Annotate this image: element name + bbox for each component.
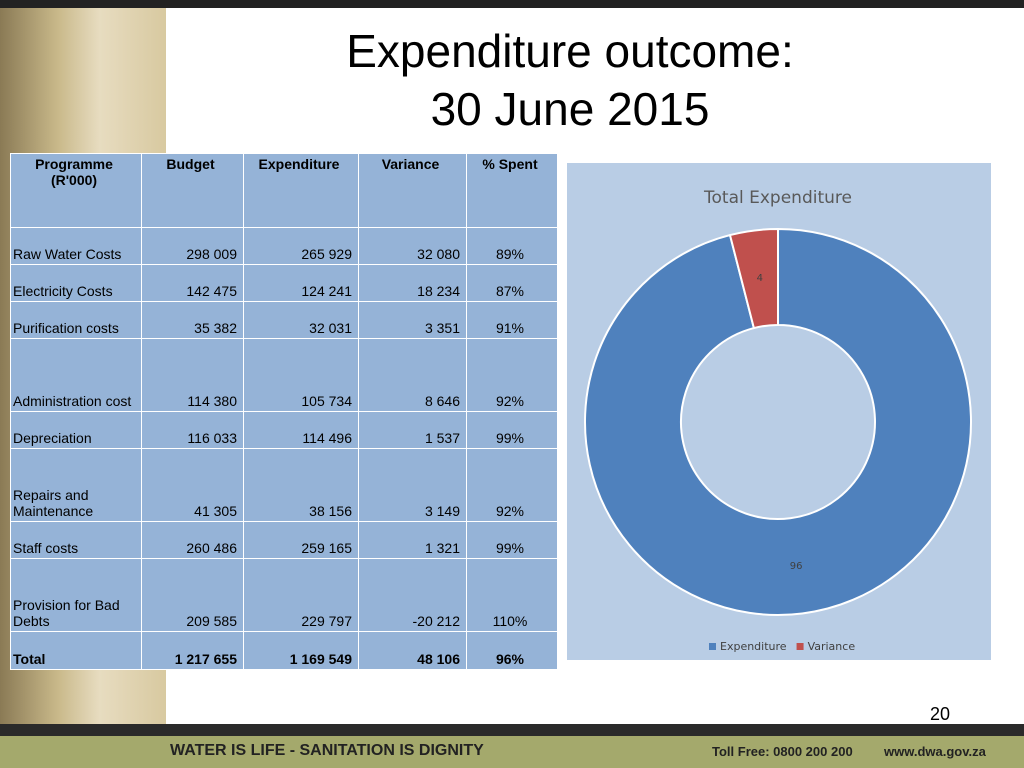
table-row: Purification costs 35 382 32 031 3 351 91% xyxy=(10,301,558,339)
table-row: Repairs and Maintenance 41 305 38 156 3 149… xyxy=(10,448,558,522)
table-cell: 114 380 xyxy=(141,338,244,412)
data-label: 4 xyxy=(757,273,763,284)
top-bar xyxy=(0,0,1024,8)
table-cell: % Spent xyxy=(466,153,558,228)
footer-toll-free: Toll Free: 0800 200 200 xyxy=(712,744,853,759)
table-cell: 8 646 xyxy=(358,338,467,412)
title-line: Expenditure outcome: xyxy=(346,25,794,77)
chart: Total Expenditure 96 4 Expenditure Variance xyxy=(567,163,991,660)
table-cell: 209 585 xyxy=(141,558,244,632)
table-row: Total 1 217 655 1 169 549 48 106 96% xyxy=(10,631,558,670)
chart-title: Total Expenditure xyxy=(703,188,852,208)
slide-title: Expenditure outcome: 30 June 2015 xyxy=(170,22,970,138)
table-cell: 89% xyxy=(466,227,558,265)
table-cell: Variance xyxy=(358,153,467,228)
footer-website: www.dwa.gov.za xyxy=(884,744,986,759)
table-cell: 142 475 xyxy=(141,264,244,302)
table-row: Depreciation 116 033 114 496 1 537 99% xyxy=(10,411,558,449)
table-cell: 3 351 xyxy=(358,301,467,339)
table-cell: 116 033 xyxy=(141,411,244,449)
table-cell: 99% xyxy=(466,521,558,559)
table-cell: 110% xyxy=(466,558,558,632)
table-cell: 32 080 xyxy=(358,227,467,265)
legend-label: Variance xyxy=(808,640,856,653)
legend-swatch xyxy=(796,643,804,650)
donut-slice xyxy=(584,227,972,616)
table-cell: 124 241 xyxy=(243,264,359,302)
table-row: Raw Water Costs 298 009 265 929 32 080 89% xyxy=(10,227,558,265)
page-number: 20 xyxy=(930,704,951,724)
table-cell: 91% xyxy=(466,301,558,339)
table-cell: 96% xyxy=(466,631,558,670)
footer: WATER IS LIFE - SANITATION IS DIGNITY To… xyxy=(0,736,1024,768)
table-cell: 48 106 xyxy=(358,631,467,670)
table-row: Staff costs 260 486 259 165 1 321 99% xyxy=(10,521,558,559)
table-cell: 87% xyxy=(466,264,558,302)
table-cell: 1 217 655 xyxy=(141,631,244,670)
table-cell: Budget xyxy=(141,153,244,228)
table-cell: Administration cost xyxy=(10,338,142,412)
table-row: Electricity Costs 142 475 124 241 18 234 87% xyxy=(10,264,558,302)
legend-label: Expenditure xyxy=(720,640,787,653)
expenditure-table: Programme (R'000) Budget Expenditure Varian… xyxy=(10,153,558,670)
table-cell: Depreciation xyxy=(10,411,142,449)
table-cell: Expenditure xyxy=(243,153,359,228)
table-cell: 35 382 xyxy=(141,301,244,339)
table-cell: 1 169 549 xyxy=(243,631,359,670)
table-cell: 38 156 xyxy=(243,448,359,522)
table-row: Administration cost 114 380 105 734 8 646 92… xyxy=(10,338,558,412)
table-cell: 1 321 xyxy=(358,521,467,559)
table-cell: Programme (R'000) xyxy=(10,153,142,228)
table-cell: Purification costs xyxy=(10,301,142,339)
footer-bar xyxy=(0,724,1024,736)
table-cell: 32 031 xyxy=(243,301,359,339)
table-cell: Staff costs xyxy=(10,521,142,559)
table-cell: Electricity Costs xyxy=(10,264,142,302)
table-cell: Raw Water Costs xyxy=(10,227,142,265)
table-cell: -20 212 xyxy=(358,558,467,632)
data-label: 96 xyxy=(790,561,803,572)
donut-slice xyxy=(728,227,779,330)
table-cell: 92% xyxy=(466,338,558,412)
table-cell: 3 149 xyxy=(358,448,467,522)
table-row: Provision for Bad Debts 209 585 229 797 -20… xyxy=(10,558,558,632)
table-cell: 114 496 xyxy=(243,411,359,449)
table-cell: 265 929 xyxy=(243,227,359,265)
table-cell: 99% xyxy=(466,411,558,449)
table-cell: 92% xyxy=(466,448,558,522)
table-cell: 260 486 xyxy=(141,521,244,559)
table-cell: 1 537 xyxy=(358,411,467,449)
footer-slogan: WATER IS LIFE - SANITATION IS DIGNITY xyxy=(170,742,484,759)
table-cell: 259 165 xyxy=(243,521,359,559)
table-row: Programme (R'000) Budget Expenditure Varian… xyxy=(10,153,558,228)
table-cell: 298 009 xyxy=(141,227,244,265)
table-cell: Repairs and Maintenance xyxy=(10,448,142,522)
title-line: 30 June 2015 xyxy=(430,83,710,135)
table-cell: 229 797 xyxy=(243,558,359,632)
table-cell: 18 234 xyxy=(358,264,467,302)
table-cell: Provision for Bad Debts xyxy=(10,558,142,632)
legend-swatch xyxy=(709,643,716,650)
table-cell: 41 305 xyxy=(141,448,244,522)
table-cell: Total xyxy=(10,631,142,670)
table-cell: 105 734 xyxy=(243,338,359,412)
